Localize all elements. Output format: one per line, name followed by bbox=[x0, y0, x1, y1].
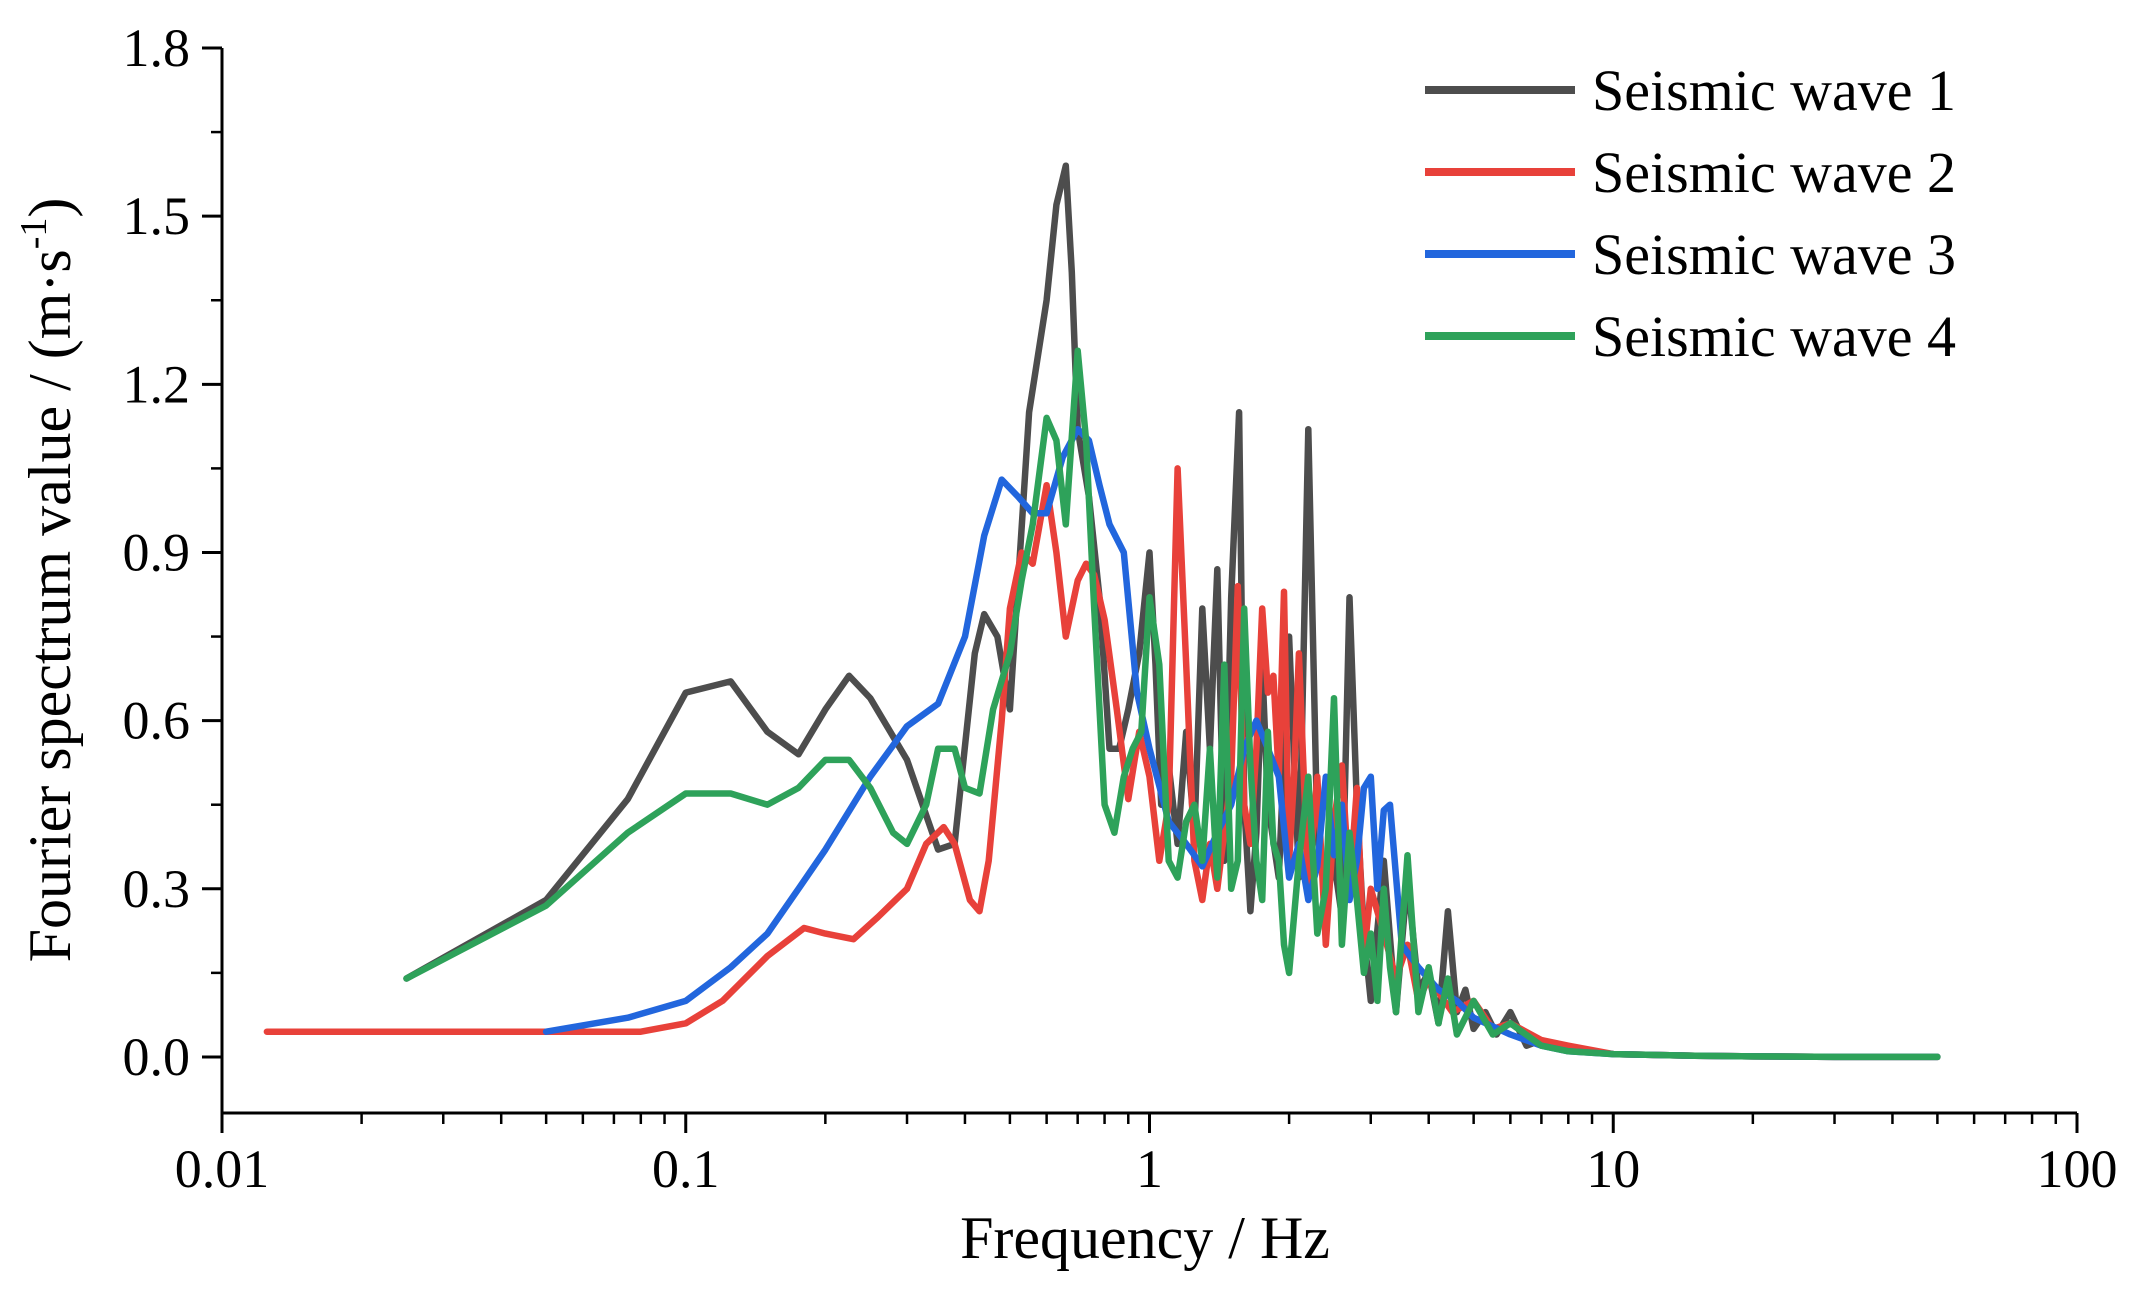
legend-label-3: Seismic wave 3 bbox=[1592, 222, 1956, 287]
x-tick-label: 100 bbox=[2037, 1139, 2118, 1199]
x-tick-label: 1 bbox=[1136, 1139, 1163, 1199]
series-layer bbox=[267, 166, 1938, 1057]
legend-label-1: Seismic wave 1 bbox=[1592, 58, 1956, 123]
y-axis-title-superscript: -1 bbox=[13, 218, 55, 250]
y-tick-label: 0.9 bbox=[123, 522, 191, 582]
x-tick-label: 0.1 bbox=[652, 1139, 720, 1199]
legend-label-4: Seismic wave 4 bbox=[1592, 304, 1956, 369]
y-tick-label: 0.0 bbox=[123, 1027, 191, 1087]
y-tick-label: 1.5 bbox=[123, 186, 191, 246]
x-axis-title: Frequency / Hz bbox=[960, 1205, 1330, 1271]
x-tick-label: 0.01 bbox=[175, 1139, 270, 1199]
legend: Seismic wave 1 Seismic wave 2 Seismic wave… bbox=[1425, 58, 1956, 369]
chart: 0.01 0.1 1 10 100 0.0 0.3 0.6 0.9 1.2 1.5 1.8 Seism… bbox=[0, 0, 2142, 1296]
y-tick-label: 1.8 bbox=[123, 18, 191, 78]
y-tick-label: 0.3 bbox=[123, 859, 191, 919]
y-axis-title-end: ) bbox=[17, 198, 83, 218]
y-axis-title-main: Fourier spectrum value / (m·s bbox=[17, 249, 83, 962]
y-tick-label: 1.2 bbox=[123, 354, 191, 414]
y-tick-label: 0.6 bbox=[123, 691, 191, 751]
legend-label-2: Seismic wave 2 bbox=[1592, 140, 1956, 205]
x-tick-label: 10 bbox=[1586, 1139, 1640, 1199]
y-axis-title: Fourier spectrum value / (m·s-1) bbox=[13, 198, 83, 963]
